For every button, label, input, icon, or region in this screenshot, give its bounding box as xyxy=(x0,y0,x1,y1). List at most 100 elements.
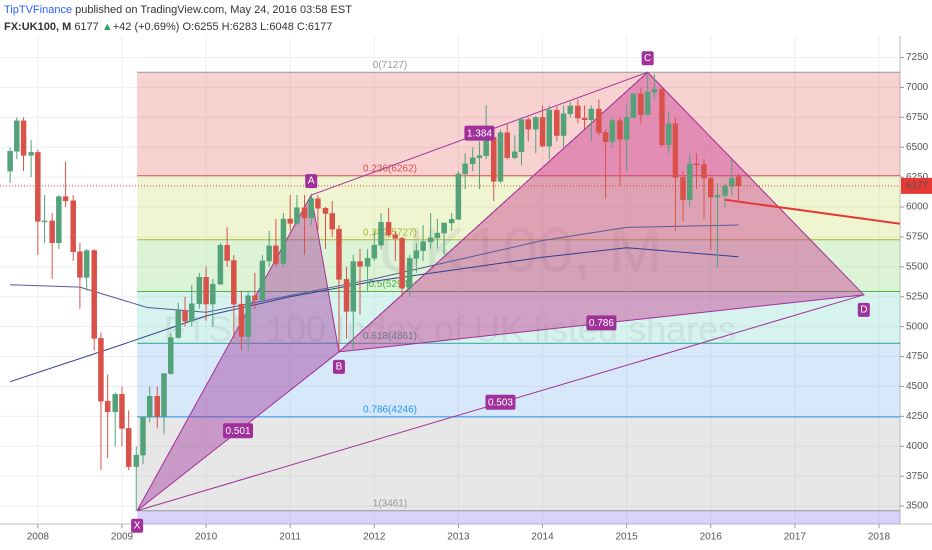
candle-body xyxy=(434,232,441,239)
candle-body xyxy=(476,155,483,159)
point-label: X xyxy=(134,520,141,531)
candle-body xyxy=(630,93,637,118)
moving-average xyxy=(9,247,739,383)
plot-area: 0(7127)0.236(6262)0.382(5727)0.5(5294)0.… xyxy=(0,36,900,524)
x-tick-label: 2015 xyxy=(616,532,639,543)
fib-band xyxy=(137,72,900,176)
candle-body xyxy=(98,338,104,402)
candle-body xyxy=(378,222,384,246)
candle-body xyxy=(462,163,468,175)
candle-body xyxy=(91,250,97,339)
candle-body xyxy=(371,244,378,259)
y-tick-label: 5750 xyxy=(906,232,929,243)
point-label: C xyxy=(644,53,651,64)
candle-body xyxy=(623,117,630,140)
candle-body xyxy=(336,228,342,280)
candle-body xyxy=(343,279,350,312)
candle-body xyxy=(490,137,497,182)
ratio-label: 0.501 xyxy=(226,426,251,437)
x-tick-label: 2008 xyxy=(27,532,50,543)
candle-body xyxy=(406,258,413,289)
candle-body xyxy=(448,218,455,224)
candle-body xyxy=(119,394,125,429)
candle-body xyxy=(196,276,203,305)
candle-body xyxy=(554,109,560,136)
y-tick-label: 6000 xyxy=(906,202,929,213)
candle-body xyxy=(672,123,679,178)
x-tick-label: 2016 xyxy=(700,532,723,543)
x-tick-label: 2010 xyxy=(195,532,218,543)
point-label: D xyxy=(860,304,867,315)
candle-body xyxy=(581,117,588,120)
point-label: B xyxy=(336,362,343,373)
candle-body xyxy=(301,207,308,219)
candle-body xyxy=(252,295,258,300)
ratio-label: 0.786 xyxy=(589,318,614,329)
y-tick-label: 4500 xyxy=(906,381,929,392)
y-tick-label: 5000 xyxy=(906,321,929,332)
fib-label: 0.236(6262) xyxy=(363,163,417,174)
header-line-2: FX:UK100, M 6177 ▲+42 (+0.69%) O:6255 H:… xyxy=(4,21,332,33)
candle-body xyxy=(602,132,609,142)
candle-body xyxy=(350,261,357,312)
last: 6177 xyxy=(74,21,98,33)
candle-body xyxy=(575,105,581,119)
fib-label: 0(7127) xyxy=(373,60,407,71)
candle-body xyxy=(399,238,405,289)
candle-body xyxy=(308,198,314,219)
fib-band xyxy=(137,510,900,524)
candle-body xyxy=(56,196,62,243)
point-box xyxy=(857,302,870,317)
candle-body xyxy=(504,132,510,158)
candle-body xyxy=(287,218,293,224)
candle-body xyxy=(49,220,55,243)
x-tick-label: 2017 xyxy=(784,532,807,543)
y-tick-label: 6500 xyxy=(906,142,929,153)
candle-body xyxy=(28,152,34,156)
x-tick-label: 2018 xyxy=(868,532,891,543)
moving-average xyxy=(10,224,739,313)
fib-label: 0.786(4246) xyxy=(363,404,417,415)
candle-body xyxy=(189,303,195,322)
candle-body xyxy=(62,196,69,201)
y-tick-label: 7000 xyxy=(906,82,929,93)
candle-body xyxy=(154,396,161,417)
candle-body xyxy=(455,173,462,220)
x-tick-label: 2009 xyxy=(111,532,134,543)
x-tick-label: 2013 xyxy=(447,532,470,543)
candle-body xyxy=(546,109,553,147)
last-price-tag xyxy=(901,177,932,194)
candle-body xyxy=(20,120,27,156)
candle-body xyxy=(420,241,426,251)
candle-body xyxy=(533,117,539,130)
candle-body xyxy=(259,260,266,300)
point-box xyxy=(305,174,318,189)
ratio-label: 1.384 xyxy=(467,128,492,139)
candle-body xyxy=(238,303,245,337)
candle-body xyxy=(322,207,329,214)
ratio-box xyxy=(223,423,254,439)
candle-body xyxy=(125,428,132,467)
published: published on TradingView.com, May 24, 20… xyxy=(75,4,352,16)
author: TipTVFinance xyxy=(4,4,72,16)
ratio-label: 0.503 xyxy=(488,397,513,408)
y-tick-label: 5500 xyxy=(906,261,929,272)
close: C:6177 xyxy=(297,21,332,33)
candle-body xyxy=(665,123,672,145)
candle-body xyxy=(651,89,658,93)
candle-body xyxy=(231,260,237,305)
y-tick-label: 6250 xyxy=(906,172,929,183)
fib-band xyxy=(137,416,900,511)
candle-body xyxy=(14,120,20,152)
candle-body xyxy=(146,396,153,418)
candle-body xyxy=(441,222,447,234)
candle-body xyxy=(512,151,518,158)
ratio-box xyxy=(586,315,617,331)
candle-body xyxy=(182,310,188,322)
candle-body xyxy=(70,200,76,253)
candle-body xyxy=(729,177,735,187)
candle-body xyxy=(329,213,335,230)
candle-body xyxy=(210,283,216,305)
